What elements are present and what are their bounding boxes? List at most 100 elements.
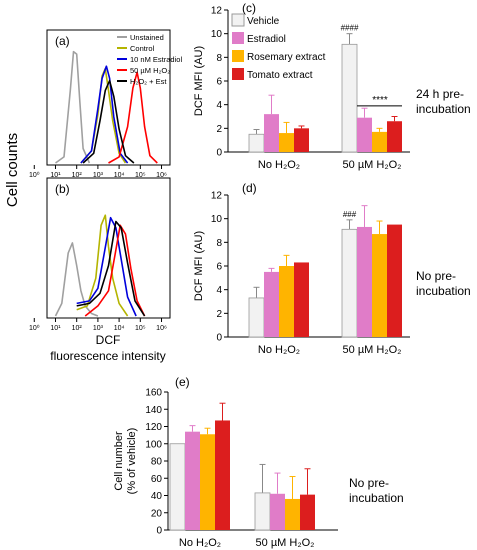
y-tick-label: 10 <box>211 29 223 40</box>
legend-swatch-vehicle <box>231 13 245 27</box>
bar-rosemary-extract-1 <box>285 498 300 530</box>
legend-label-estradiol: Estradiol <box>247 34 286 45</box>
x-tick-label: 10¹ <box>50 172 61 179</box>
bar-vehicle-0 <box>169 443 186 531</box>
note-d-line1: No pre- <box>416 269 456 283</box>
legend-label-10-nm-estradiol: 10 nM Estradiol <box>130 55 182 64</box>
y-tick-label: 10 <box>211 214 223 225</box>
bar-rosemary-extract-1 <box>372 131 387 152</box>
y-axis-label: DCF MFI (AU) <box>193 231 205 301</box>
category-label: No H₂O₂ <box>258 344 300 356</box>
category-label: 50 µM H₂O₂ <box>256 537 315 549</box>
y-tick-label: 120 <box>145 422 162 433</box>
note-e-line2: incubation <box>349 491 404 505</box>
note-e-line1: No pre- <box>349 476 389 490</box>
note-d-line2: incubation <box>416 284 471 298</box>
panel-d-bar-chart: 0 2 4 6 8 10 12 DCF MFI (AU) No H₂O₂ 50 µM H₂O₂ (d… <box>193 181 410 356</box>
x-tick-label: 10⁶ <box>156 325 167 332</box>
category-label: No H₂O₂ <box>258 159 300 171</box>
legend-swatch-estradiol <box>232 32 244 44</box>
y-tick-label: 12 <box>211 6 223 17</box>
y-tick-label: 8 <box>216 238 222 249</box>
y-tick-label: 2 <box>216 309 222 320</box>
note-c-line2: incubation <box>416 102 471 116</box>
bar-tomato-extract-1 <box>300 494 315 530</box>
x-tick-label: 10³ <box>93 325 104 332</box>
y-tick-label: 80 <box>151 457 163 468</box>
y-tick-label: 12 <box>211 191 223 202</box>
y-tick-label: 140 <box>145 405 162 416</box>
bar-estradiol-1 <box>357 226 372 337</box>
panel-label: (a) <box>55 34 70 48</box>
curve-unstained <box>55 50 91 164</box>
curve-50-m-h-o <box>108 71 158 164</box>
significance-hash: #### <box>341 24 359 33</box>
y-tick-label: 0 <box>216 148 222 159</box>
panel-label: (c) <box>242 1 256 15</box>
y-tick-label: 6 <box>216 77 222 88</box>
y-axis-label-unit: (% of vehicle) <box>126 428 138 495</box>
curve-10-nm-estradiol <box>80 65 129 164</box>
significance-stars: **** <box>372 95 388 106</box>
bar-estradiol-0 <box>264 114 279 152</box>
y-tick-label: 2 <box>216 124 222 135</box>
curve-control <box>76 214 129 317</box>
panel-c-bar-chart: 0 2 4 6 8 10 12 DCF MFI (AU) No H₂O₂ 50 µM H₂O₂ Ve… <box>193 1 410 171</box>
bar-vehicle-1 <box>341 228 358 338</box>
curve-unstained <box>54 242 99 317</box>
y-axis-label: DCF MFI (AU) <box>193 46 205 116</box>
bar-tomato-extract-1 <box>387 224 402 337</box>
curve-h-o-est <box>76 220 146 317</box>
bar-rosemary-extract-0 <box>279 266 294 337</box>
legend-label-tomato-extract: Tomato extract <box>247 70 313 81</box>
panel-b-histogram: (b) 10⁰ 10¹ 10² 10³ 10⁴ 10⁵ 10⁶ <box>29 177 171 332</box>
bar-rosemary-extract-0 <box>279 133 294 152</box>
bar-estradiol-1 <box>270 493 285 530</box>
panel-label: (b) <box>55 182 70 196</box>
y-axis-label: Cell number <box>113 431 125 491</box>
x-tick-label: 10⁰ <box>29 324 40 332</box>
legend-swatch-tomato-extract <box>232 68 244 80</box>
legend-label-unstained: Unstained <box>130 33 164 42</box>
y-tick-label: 4 <box>216 100 222 111</box>
bar-rosemary-extract-0 <box>200 434 215 530</box>
bar-estradiol-0 <box>185 431 200 530</box>
dcf-axis-label-line1: DCF <box>96 333 121 347</box>
x-tick-label: 10⁰ <box>29 171 40 179</box>
dcf-axis-label-line2: fluorescence intensity <box>50 349 165 363</box>
bar-rosemary-extract-1 <box>372 234 387 337</box>
category-label: 50 µM H₂O₂ <box>343 159 402 171</box>
curve-h-o-est <box>82 79 135 164</box>
bar-tomato-extract-0 <box>215 420 230 530</box>
legend-label-rosemary-extract: Rosemary extract <box>247 52 326 63</box>
x-tick-label: 10² <box>72 172 83 179</box>
bar-tomato-extract-0 <box>294 128 309 152</box>
legend-label-h-o-est: H₂O₂ + Est <box>130 77 167 86</box>
curve-10-nm-estradiol <box>76 216 137 317</box>
bar-estradiol-0 <box>264 271 279 337</box>
category-label: 50 µM H₂O₂ <box>343 344 402 356</box>
bar-vehicle-0 <box>248 297 265 338</box>
legend-label-vehicle: Vehicle <box>247 16 280 27</box>
x-tick-label: 10¹ <box>50 325 61 332</box>
plot-frame <box>46 177 171 319</box>
x-tick-label: 10⁵ <box>135 172 146 179</box>
y-tick-label: 0 <box>216 333 222 344</box>
bar-vehicle-1 <box>341 43 358 153</box>
y-tick-label: 160 <box>145 388 162 399</box>
y-tick-label: 6 <box>216 262 222 273</box>
curve-50-m-h-o <box>84 224 146 317</box>
bar-vehicle-1 <box>254 492 271 531</box>
panel-label: (d) <box>242 181 257 195</box>
panel-label: (e) <box>175 375 190 389</box>
note-c-line1: 24 h pre- <box>416 87 464 101</box>
category-label: No H₂O₂ <box>179 537 221 549</box>
y-tick-label: 8 <box>216 53 222 64</box>
panel-e-bar-chart: 0 20 40 60 80 100 120 140 160 Cell number (% of ve… <box>113 375 338 549</box>
significance-hash: ### <box>343 210 357 219</box>
y-tick-label: 20 <box>151 508 163 519</box>
y-tick-label: 100 <box>145 439 162 450</box>
y-tick-label: 40 <box>151 491 163 502</box>
legend-label-control: Control <box>130 44 155 53</box>
